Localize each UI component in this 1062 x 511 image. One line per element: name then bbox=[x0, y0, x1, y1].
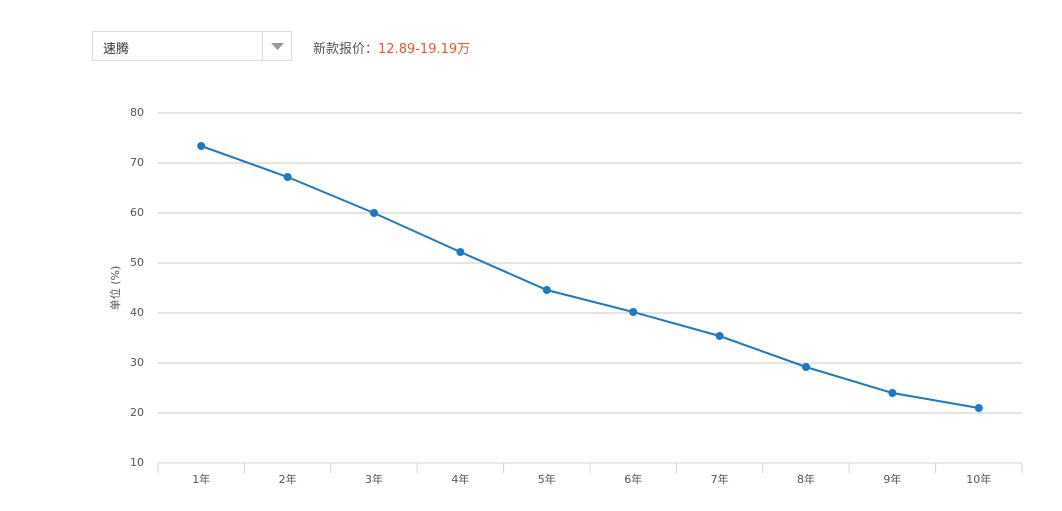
model-dropdown[interactable]: 速腾 bbox=[92, 31, 292, 61]
x-tick-label: 2年 bbox=[279, 472, 297, 486]
data-point bbox=[542, 286, 551, 294]
x-tick-label: 6年 bbox=[624, 472, 642, 486]
y-tick-label: 40 bbox=[130, 306, 144, 319]
dropdown-arrow[interactable] bbox=[271, 43, 285, 51]
y-tick-label: 50 bbox=[130, 256, 144, 269]
y-tick-label: 60 bbox=[130, 206, 144, 219]
data-point bbox=[802, 363, 810, 371]
x-tick-label: 10年 bbox=[966, 472, 991, 486]
price-label: 新款报价： bbox=[313, 42, 379, 57]
data-point bbox=[715, 332, 724, 340]
x-tick-label: 8年 bbox=[797, 472, 815, 486]
y-tick-label: 70 bbox=[130, 156, 144, 169]
x-tick-label: 4年 bbox=[451, 472, 469, 486]
x-tick-label: 9年 bbox=[883, 472, 901, 486]
price-value: 12.89-19.19万 bbox=[378, 42, 471, 57]
data-point bbox=[629, 308, 638, 316]
x-tick-label: 3年 bbox=[365, 472, 383, 486]
data-point bbox=[456, 248, 465, 256]
dropdown-divider bbox=[262, 32, 263, 60]
data-point bbox=[974, 404, 983, 412]
data-point bbox=[197, 142, 206, 150]
data-line bbox=[200, 145, 979, 409]
y-tick-label: 20 bbox=[130, 406, 144, 419]
y-tick-label: 10 bbox=[130, 456, 144, 469]
data-point bbox=[888, 389, 897, 397]
y-axis-label: 单位 (%) bbox=[108, 266, 122, 311]
y-tick-label: 80 bbox=[130, 106, 144, 119]
y-tick-label: 30 bbox=[130, 356, 144, 369]
x-tick-label: 5年 bbox=[538, 472, 556, 486]
price-info: 新款报价：12.89-19.19万 bbox=[313, 38, 470, 57]
data-point bbox=[370, 209, 378, 217]
x-tick-label: 1年 bbox=[192, 472, 210, 486]
data-point bbox=[283, 173, 292, 181]
dropdown-value: 速腾 bbox=[103, 42, 130, 57]
x-tick-label: 7年 bbox=[711, 472, 729, 486]
